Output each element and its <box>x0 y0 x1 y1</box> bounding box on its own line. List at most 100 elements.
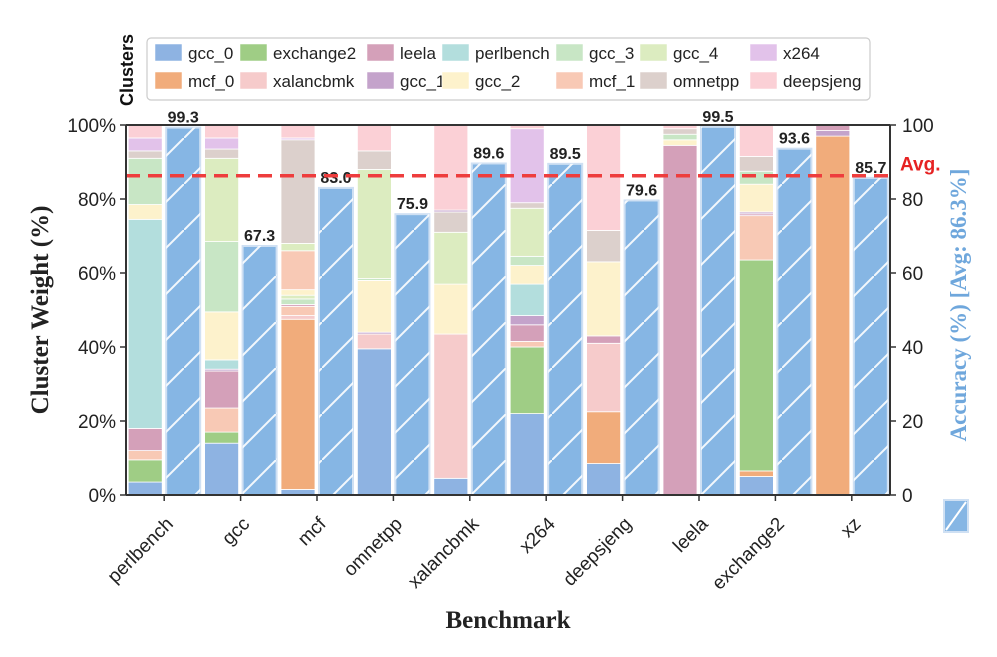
x-tick-label-omnetpp: omnetpp <box>340 514 407 581</box>
average-line-group: Avg. <box>126 155 940 178</box>
accuracy-bar-hatch-xalancbmk <box>471 163 506 496</box>
x-tick-label-perlbench: perlbench <box>104 514 178 588</box>
legend-swatch-gcc_4 <box>639 43 668 62</box>
x-tick-label-leela: leela <box>669 513 713 557</box>
bar-segment-exchange2-mcf_1 <box>739 215 774 261</box>
bar-segment-mcf-deepsjeng <box>280 124 316 139</box>
x-axis-title: Benchmark <box>446 607 571 634</box>
legend-label-gcc_0: gcc_0 <box>188 44 233 63</box>
bar-segment-exchange2-mcf_0 <box>739 470 774 477</box>
y-tick-label-4: 80% <box>78 190 116 211</box>
legend-label-exchange2: exchange2 <box>273 44 356 63</box>
y-tick-label-5: 100% <box>67 116 116 137</box>
legend-swatch-xalancbmk <box>239 71 268 90</box>
accuracy-bar-hatch-gcc <box>242 245 277 495</box>
x-tick-label-deepsjeng: deepsjeng <box>559 514 636 591</box>
bar-segment-mcf-gcc_3 <box>280 298 316 305</box>
accuracy-bar-hatch-omnetpp <box>395 214 430 496</box>
bar-segment-x264-gcc_0 <box>509 413 545 496</box>
bar-segment-deepsjeng-omnetpp <box>586 230 621 263</box>
y2-tick-label-3: 60 <box>902 264 923 285</box>
bar-segment-x264-mcf_1 <box>509 341 545 348</box>
bar-segment-mcf-mcf_1 <box>280 250 316 291</box>
bar-segment-exchange2-omnetpp <box>739 156 774 172</box>
y2-tick-label-1: 20 <box>902 412 923 433</box>
bar-segment-perlbench-deepsjeng <box>127 124 163 139</box>
legend-label-gcc_4: gcc_4 <box>673 44 718 63</box>
bar-segment-exchange2-gcc_2 <box>739 183 774 213</box>
x-tick-label-exchange2: exchange2 <box>708 514 789 595</box>
bar-segment-xalancbmk-omnetpp <box>433 211 469 233</box>
accuracy-bar-hatch-perlbench <box>166 127 201 495</box>
legend-swatch-x264 <box>749 43 778 62</box>
bar-segment-x264-omnetpp <box>509 202 545 209</box>
y2-tick-label-0: 0 <box>902 486 913 507</box>
bar-segment-exchange2-gcc_3 <box>739 170 774 185</box>
accuracy-label-xz: 85.7 <box>855 160 886 177</box>
bar-segment-gcc-mcf_1 <box>204 407 240 433</box>
accuracy-bar-hatch-exchange2 <box>777 148 812 495</box>
bar-segment-perlbench-gcc_3 <box>127 157 163 205</box>
bar-segment-mcf-mcf_0 <box>280 318 316 490</box>
y2-tick-label-2: 40 <box>902 338 923 359</box>
legend-swatch-perlbench <box>441 43 470 62</box>
x-tick-label-gcc: gcc <box>218 514 254 550</box>
bar-segment-gcc-leela <box>204 370 240 409</box>
bar-segment-xalancbmk-gcc_2 <box>433 283 469 335</box>
bar-segment-gcc-perlbench <box>204 359 240 370</box>
bar-segment-exchange2-gcc_0 <box>739 476 774 496</box>
legend-label-gcc_1: gcc_1 <box>400 72 445 91</box>
legend-label-omnetpp: omnetpp <box>673 72 739 91</box>
accuracy-label-deepsjeng: 79.6 <box>626 182 657 199</box>
accuracy-bar-hatch-xz <box>853 177 888 495</box>
legend-box <box>146 37 871 101</box>
bar-segment-deepsjeng-gcc_2 <box>586 261 621 337</box>
bar-segment-deepsjeng-xalancbmk <box>586 342 621 413</box>
legend-label-x264: x264 <box>783 44 820 63</box>
legend-label-mcf_1: mcf_1 <box>589 72 635 91</box>
legend: Clusters gcc_0 exchange2 leela perlbench gcc_… <box>117 34 871 106</box>
bar-segment-mcf-gcc_4 <box>280 242 316 252</box>
legend-swatch-deepsjeng <box>749 71 778 90</box>
bar-segment-leela-gcc_3 <box>662 133 698 141</box>
y-axis-title: Cluster Weight (%) <box>27 206 54 415</box>
legend-label-leela: leela <box>400 44 436 63</box>
bar-segment-mcf-mcf_1 <box>280 305 316 316</box>
bar-segment-gcc-omnetpp <box>204 148 240 159</box>
y-tick-label-1: 20% <box>78 412 116 433</box>
legend-swatch-omnetpp <box>639 71 668 90</box>
accuracy-label-mcf: 83.0 <box>320 170 351 187</box>
legend-swatch-leela <box>366 43 395 62</box>
bar-segment-x264-gcc_3 <box>509 255 545 267</box>
bar-segment-deepsjeng-mcf_0 <box>586 411 621 464</box>
bar-segment-gcc-gcc_2 <box>204 311 240 361</box>
bar-segment-leela-omnetpp <box>662 128 698 135</box>
bar-segment-exchange2-deepsjeng <box>739 124 774 157</box>
bar-segment-x264-perlbench <box>509 283 545 316</box>
accuracy-bar-hatch-leela <box>701 126 735 495</box>
plot-background <box>126 125 890 495</box>
bar-segment-leela-leela <box>662 144 698 496</box>
bar-segment-x264-exchange2 <box>509 346 545 414</box>
accuracy-bar-hatch-mcf <box>319 187 353 495</box>
bar-segment-perlbench-gcc_0 <box>127 481 163 496</box>
accuracy-bars: 99.3 67.3 83.0 75.9 89.6 89.5 79.6 99.5 93.6 85.7 <box>165 109 889 496</box>
bar-segment-xz-mcf_0 <box>815 135 851 496</box>
bar-segment-gcc-gcc_4 <box>204 157 240 242</box>
bar-segment-xz-gcc_1 <box>815 130 851 137</box>
accuracy-label-perlbench: 99.3 <box>168 110 199 127</box>
accuracy-label-xalancbmk: 89.6 <box>473 145 504 162</box>
bar-segment-omnetpp-gcc_4 <box>356 168 392 279</box>
legend-swatch-exchange2 <box>239 43 268 62</box>
legend-label-deepsjeng: deepsjeng <box>783 72 861 91</box>
legend-swatch-mcf_0 <box>154 71 183 90</box>
legend-label-gcc_3: gcc_3 <box>589 44 634 63</box>
plot-area <box>126 125 890 495</box>
bar-segment-deepsjeng-leela <box>586 335 621 344</box>
bar-segment-gcc-x264 <box>204 137 240 150</box>
bar-segment-deepsjeng-gcc_0 <box>586 463 621 496</box>
bar-segment-mcf-gcc_2 <box>280 289 316 296</box>
x-tick-label-x264: x264 <box>516 513 560 557</box>
bar-segment-omnetpp-xalancbmk <box>356 333 392 350</box>
